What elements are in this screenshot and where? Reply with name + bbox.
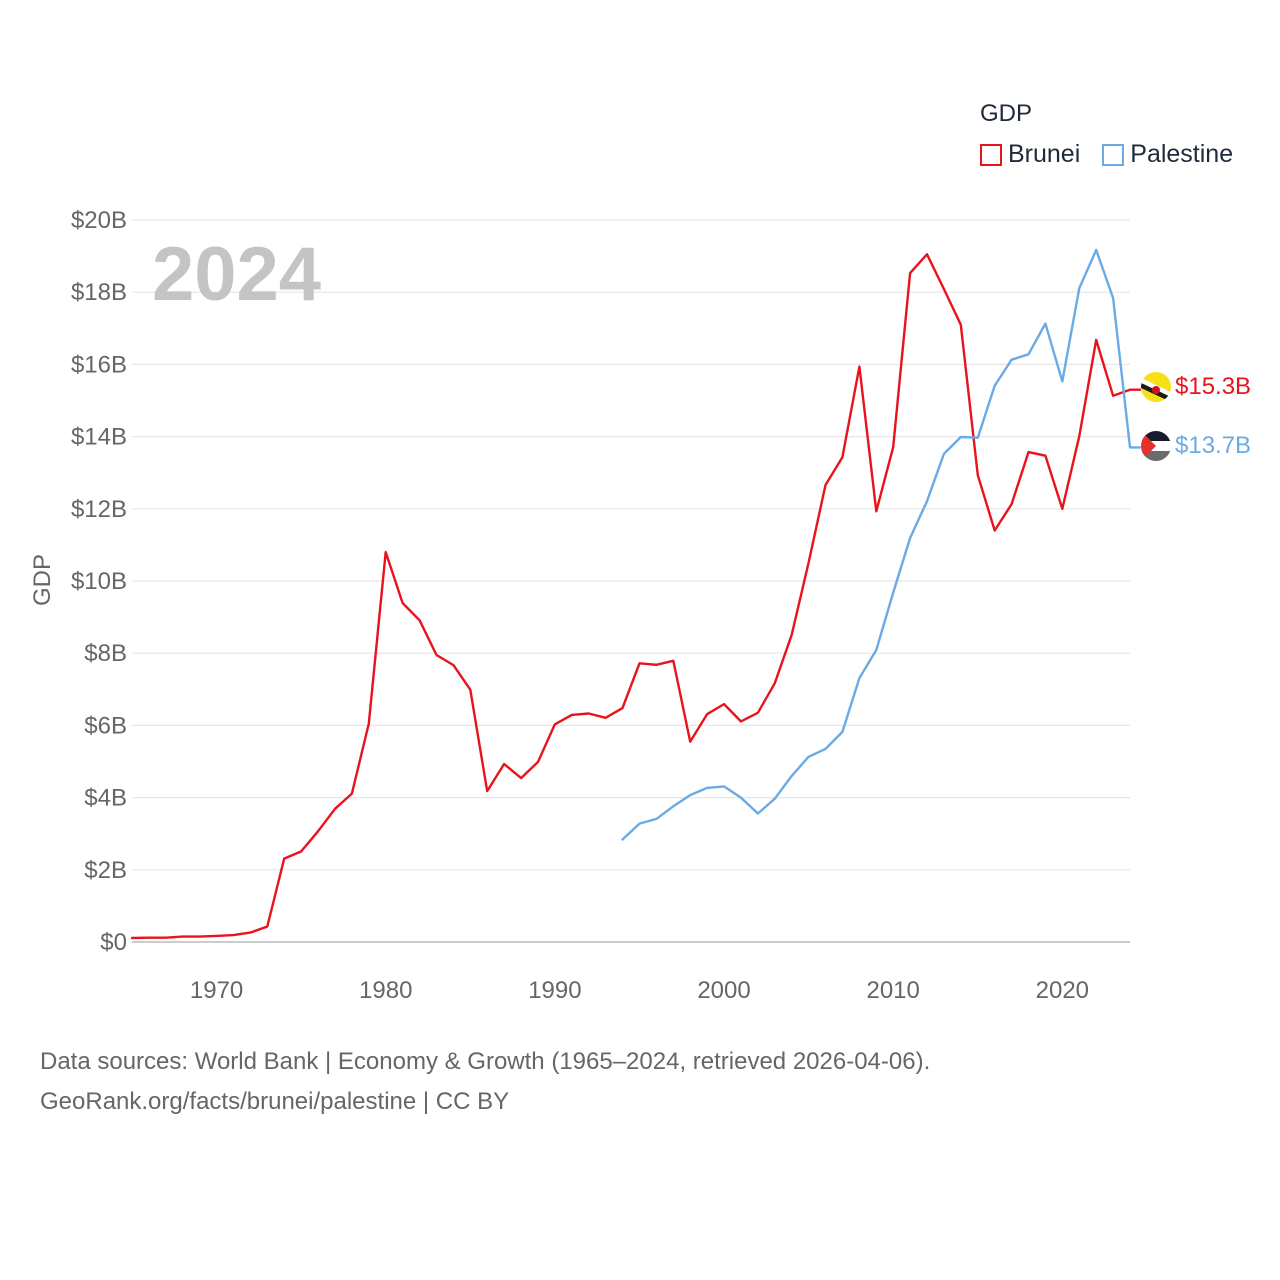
y-tick-label: $16B [71, 351, 127, 378]
palestine-end-label: $13.7B [1175, 432, 1251, 459]
x-tick-label: 2000 [697, 977, 750, 1004]
y-tick-label: $2B [84, 857, 127, 884]
year-watermark: 2024 [152, 232, 321, 317]
y-tick-label: $14B [71, 424, 127, 451]
x-tick-label: 2020 [1036, 977, 1089, 1004]
legend-title: GDP [980, 100, 1033, 127]
y-tick-label: $10B [71, 568, 127, 595]
x-tick-label: 1990 [528, 977, 581, 1004]
legend-label-brunei: Brunei [1008, 140, 1081, 168]
y-tick-label: $6B [84, 712, 127, 739]
y-tick-label: $18B [71, 279, 127, 306]
x-tick-label: 1970 [190, 977, 243, 1004]
palestine-flag-icon [1141, 431, 1171, 461]
palestine-swatch-icon [1102, 143, 1125, 166]
y-tick-label: $0 [100, 929, 127, 956]
attribution-link[interactable]: GeoRank.org/facts/brunei/palestine | CC … [40, 1088, 510, 1115]
legend-item-brunei[interactable]: Brunei [980, 140, 1080, 169]
x-tick-label: 1980 [359, 977, 412, 1004]
y-tick-label: $20B [71, 207, 127, 234]
series-lines [130, 248, 1142, 940]
legend-label-palestine: Palestine [1130, 140, 1234, 168]
x-tick-label: 2010 [866, 977, 919, 1004]
brunei-swatch-icon [980, 143, 1002, 166]
y-tick-label: $8B [84, 640, 127, 667]
y-axis-title: GDP [29, 554, 56, 606]
axes: $0 $2B $4B $6B $8B $10B $12B $14B $16B $18B $20B 19… [71, 207, 1089, 1004]
brunei-end-label: $15.3B [1175, 373, 1251, 400]
data-sources-note: Data sources: World Bank | Economy & Gro… [40, 1048, 931, 1075]
legend-item-palestine[interactable]: Palestine [1102, 140, 1233, 169]
y-tick-label: $12B [71, 496, 127, 523]
series-line-palestine [621, 248, 1142, 841]
y-tick-label: $4B [84, 785, 127, 812]
series-line-brunei [130, 253, 1142, 940]
legend: GDP Brunei Palestine [980, 100, 1233, 169]
brunei-flag-icon [1141, 372, 1171, 402]
footer: Data sources: World Bank | Economy & Gro… [40, 1042, 1240, 1122]
gridlines [132, 219, 1130, 943]
